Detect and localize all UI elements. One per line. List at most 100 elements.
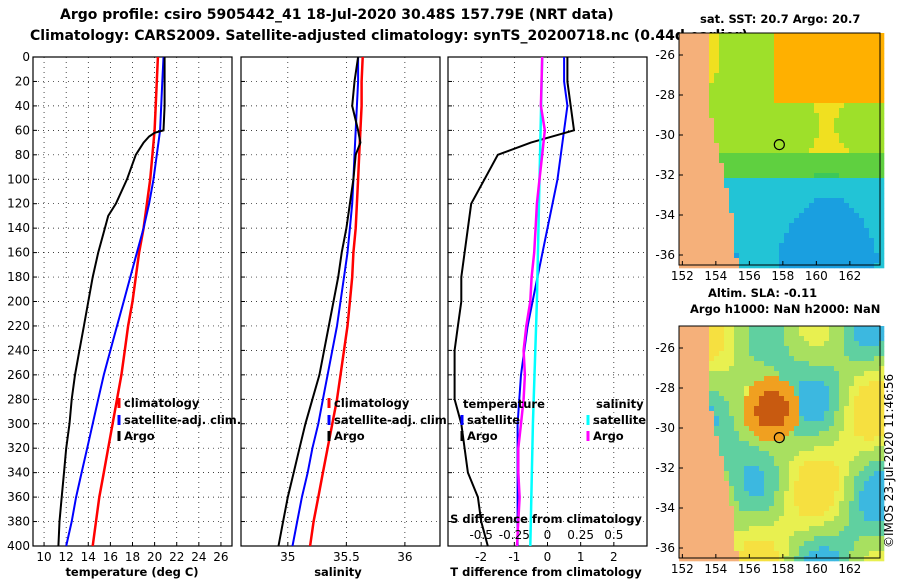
map-cell — [844, 78, 850, 84]
map-cell — [694, 113, 700, 119]
map-cell — [829, 198, 835, 204]
map-cell — [874, 158, 880, 164]
map-cell — [729, 208, 735, 214]
map-cell — [699, 228, 705, 234]
map-cell — [809, 178, 815, 184]
map-cell — [829, 331, 835, 337]
map-cell — [839, 326, 845, 332]
map-cell — [869, 531, 875, 537]
map-cell — [694, 526, 700, 532]
map-cell — [834, 248, 840, 254]
map-cell — [844, 431, 850, 437]
map-cell — [824, 98, 830, 104]
map-cell — [794, 381, 800, 387]
map-cell — [744, 128, 750, 134]
map-cell — [879, 103, 885, 109]
map-cell — [819, 341, 825, 347]
map-cell — [769, 58, 775, 64]
map-cell — [739, 123, 745, 129]
map-cell — [834, 476, 840, 482]
map-cell — [844, 73, 850, 79]
map-cell — [819, 63, 825, 69]
map-cell — [759, 536, 765, 542]
map-cell — [849, 193, 855, 199]
map-cell — [689, 88, 695, 94]
map-cell — [729, 351, 735, 357]
map-cell — [864, 98, 870, 104]
map-cell — [864, 381, 870, 387]
map-cell — [774, 218, 780, 224]
map-cell — [709, 406, 715, 412]
map-cell — [714, 58, 720, 64]
map-cell — [864, 138, 870, 144]
map-cell — [814, 531, 820, 537]
legend-s-argo: Argo — [593, 429, 624, 443]
map-cell — [764, 331, 770, 337]
map-cell — [729, 541, 735, 547]
map-cell — [699, 118, 705, 124]
map-cell — [854, 541, 860, 547]
map-cell — [849, 253, 855, 259]
x-tick-label: 20 — [147, 550, 162, 564]
map-cell — [849, 258, 855, 264]
map-cell — [834, 516, 840, 522]
map-cell — [814, 233, 820, 239]
map-cell — [714, 426, 720, 432]
map-cell — [819, 203, 825, 209]
map-cell — [689, 326, 695, 332]
map-cell — [729, 381, 735, 387]
map-cell — [704, 471, 710, 477]
map-cell — [764, 83, 770, 89]
map-cell — [744, 118, 750, 124]
map-cell — [779, 203, 785, 209]
map-cell — [739, 253, 745, 259]
map-cell — [809, 451, 815, 457]
map-cell — [879, 401, 885, 407]
x-axis-label: salinity — [314, 565, 362, 579]
map-cell — [849, 228, 855, 234]
map-cell — [744, 431, 750, 437]
map-cell — [814, 213, 820, 219]
map-cell — [729, 38, 735, 44]
map-cell — [739, 183, 745, 189]
map-cell — [754, 491, 760, 497]
map-cell — [824, 381, 830, 387]
map-cell — [799, 481, 805, 487]
map-cell — [804, 148, 810, 154]
map-cell — [854, 416, 860, 422]
map-cell — [824, 326, 830, 332]
map-cell — [714, 263, 720, 269]
map-cell — [849, 396, 855, 402]
map-cell — [724, 188, 730, 194]
map-cell — [839, 58, 845, 64]
map-cell — [779, 346, 785, 352]
map-cell — [764, 178, 770, 184]
map-cell — [724, 168, 730, 174]
map-cell — [784, 53, 790, 59]
map-cell — [784, 163, 790, 169]
map-cell — [769, 258, 775, 264]
map-cell — [819, 391, 825, 397]
map-cell — [799, 366, 805, 372]
map-cell — [789, 356, 795, 362]
map-cell — [844, 556, 850, 562]
map-cell — [779, 351, 785, 357]
map-cell — [734, 113, 740, 119]
map-cell — [729, 98, 735, 104]
map-cell — [679, 163, 685, 169]
map-cell — [799, 381, 805, 387]
map-cell — [689, 381, 695, 387]
map-cell — [849, 148, 855, 154]
map-cell — [739, 471, 745, 477]
map-cell — [844, 138, 850, 144]
map-cell — [819, 218, 825, 224]
map-cell — [829, 43, 835, 49]
map-cell — [829, 238, 835, 244]
map-cell — [734, 123, 740, 129]
map-cell — [869, 143, 875, 149]
map-cell — [754, 238, 760, 244]
map-cell — [874, 138, 880, 144]
map-cell — [814, 98, 820, 104]
map-cell — [774, 63, 780, 69]
map-cell — [774, 551, 780, 557]
